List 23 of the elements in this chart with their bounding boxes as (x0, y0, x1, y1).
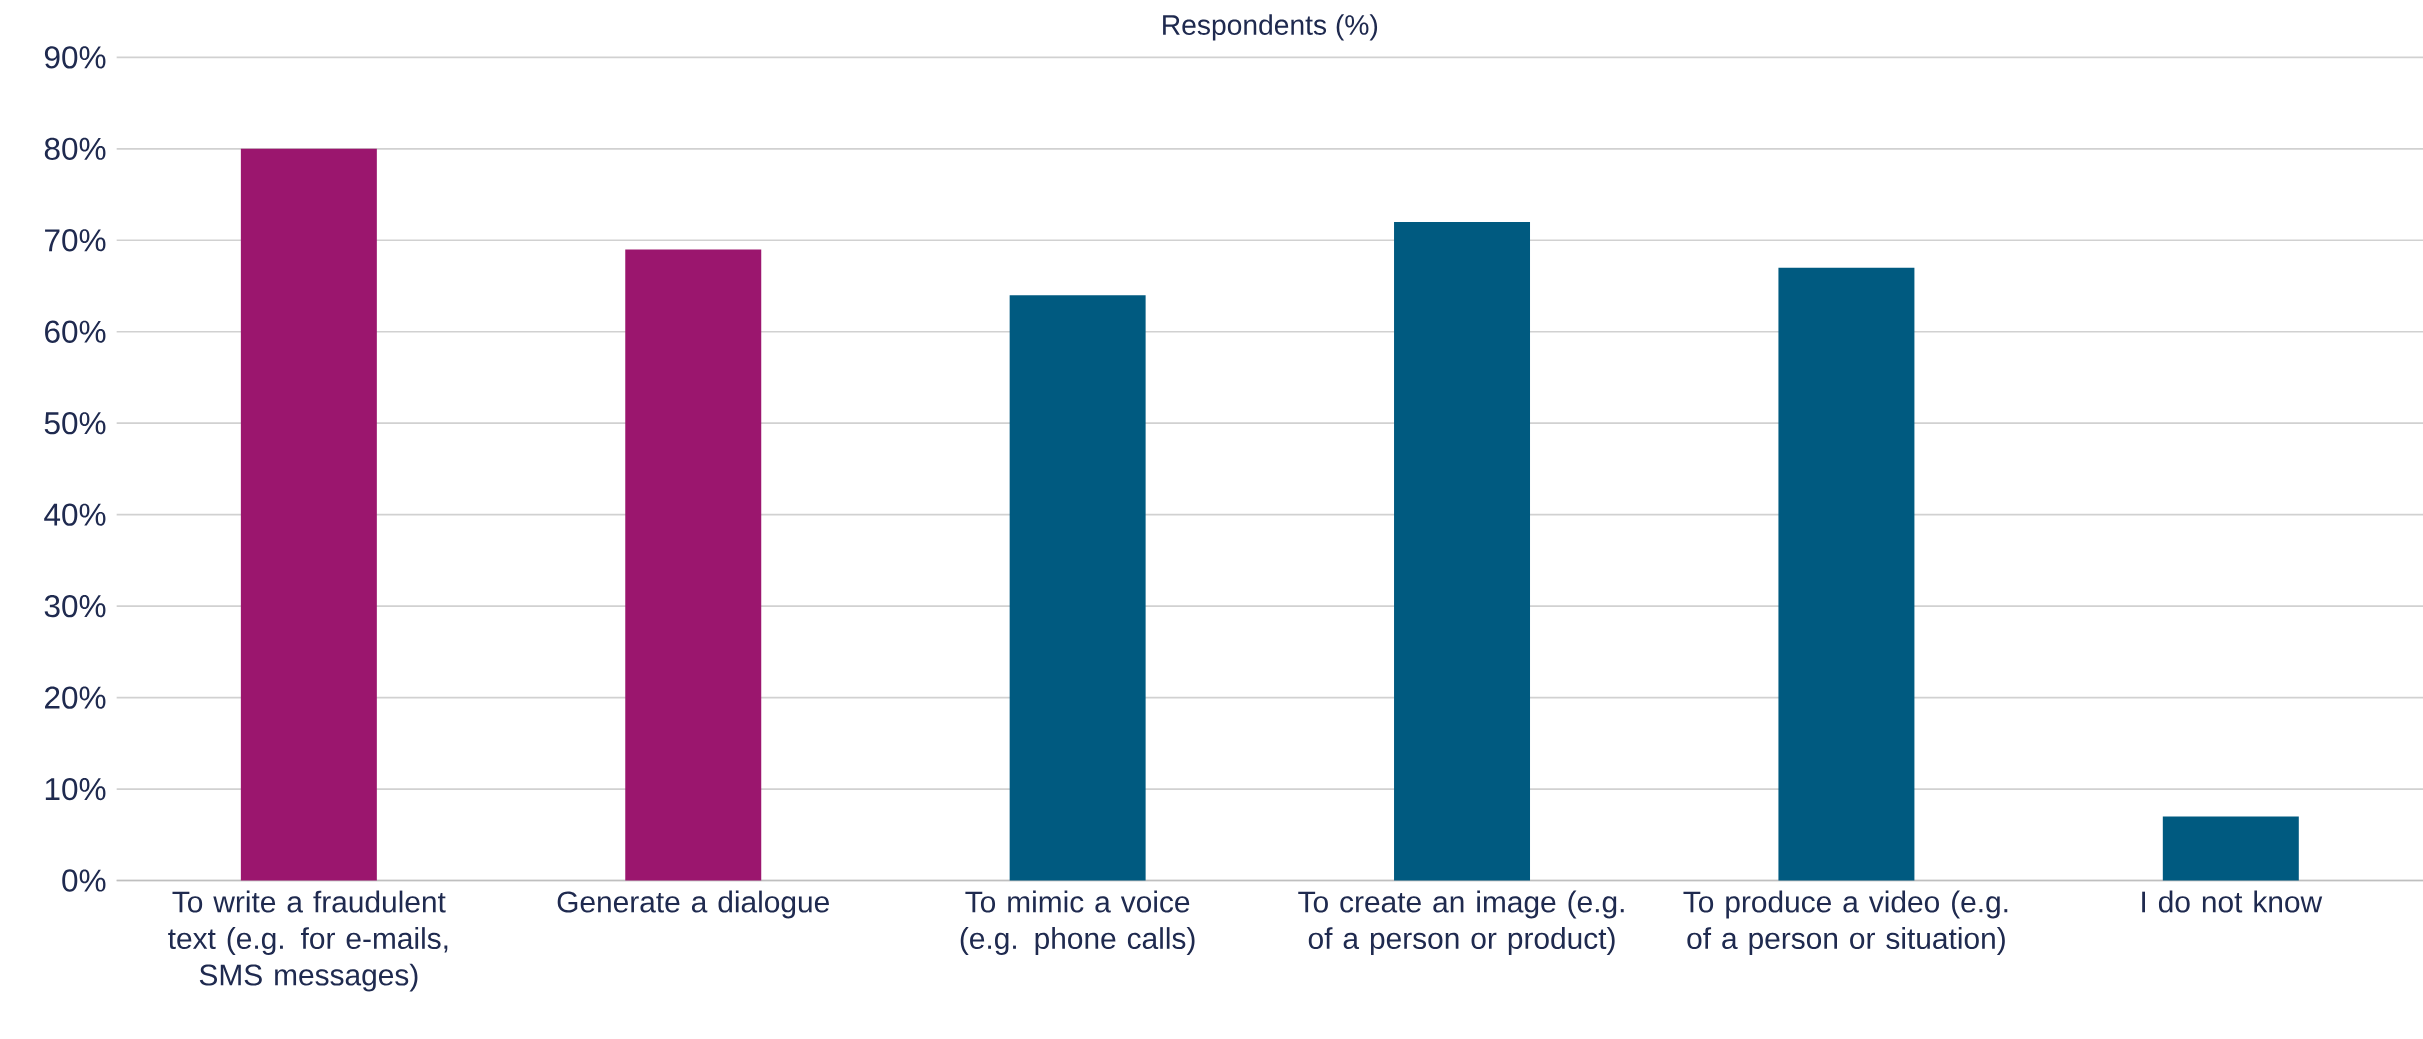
y-tick-label: 0% (62, 869, 106, 892)
y-tick-label: 10% (45, 777, 106, 801)
bar (1009, 295, 1146, 881)
bar (1394, 222, 1531, 881)
y-tick-label: 40% (44, 503, 106, 526)
y-tick-label: 20% (45, 686, 106, 709)
y-tick-label: 90% (44, 46, 106, 69)
chart-title: Respondents (%) (1163, 14, 1378, 41)
bar (625, 249, 762, 881)
x-tick-label: To mimic a voice (e.g. phone calls) (960, 890, 1195, 956)
y-tick-label: 60% (45, 320, 106, 343)
bar (240, 148, 377, 881)
y-tick-label: 70% (45, 229, 106, 252)
x-tick-label: To create an image (e.g. of a person or product) (1298, 890, 1624, 956)
x-tick-label: To produce a video (e.g. of a person or situation) (1683, 890, 2008, 956)
x-tick-label: I do not know (2142, 890, 2323, 913)
bar (1778, 267, 1915, 881)
y-tick-label: 50% (44, 412, 106, 435)
bar (2162, 816, 2299, 881)
x-tick-label: Generate a dialogue (557, 890, 829, 919)
y-tick-label: 30% (44, 595, 106, 618)
x-tick-label: To write a fraudulent text (e.g. for e-mails, SMS messages) (168, 890, 448, 992)
y-tick-label: 80% (44, 137, 106, 161)
